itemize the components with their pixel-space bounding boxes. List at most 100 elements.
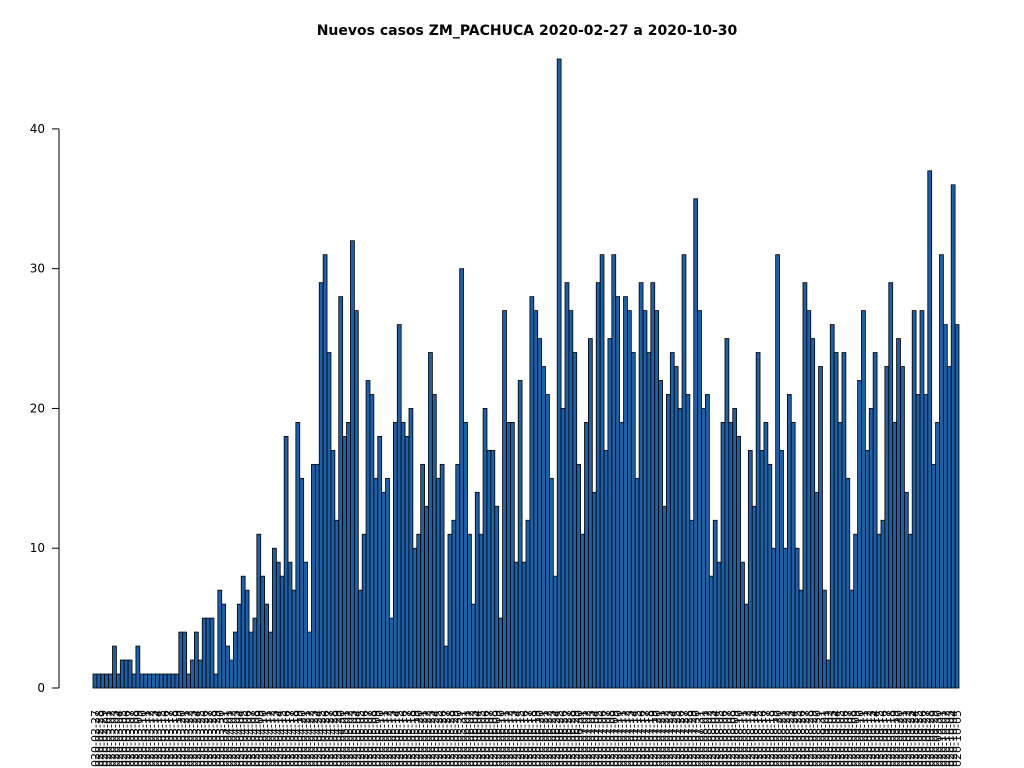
bar — [868, 408, 874, 689]
bar — [935, 422, 940, 689]
x-tick-label: 2020-07-18 — [643, 710, 656, 768]
bar — [853, 533, 858, 689]
bar — [272, 547, 277, 689]
x-tick-label: 2020-09-18 — [885, 710, 898, 768]
bar — [131, 673, 137, 689]
x-tick-label: 2020-05-06 — [358, 710, 371, 768]
x-tick-label: 2020-03-20 — [175, 710, 188, 768]
bar — [182, 631, 188, 689]
x-tick-label: 2020-07-01 — [577, 710, 590, 768]
x-tick-label: 2020-03-01 — [101, 710, 114, 768]
x-tick-label: 2020-09-22 — [900, 710, 913, 768]
bar — [630, 352, 636, 689]
x-tick-label: 2020-07-30 — [690, 710, 703, 768]
x-tick-label: 2020-03-15 — [155, 710, 168, 768]
bar — [439, 463, 445, 689]
x-tick-label: 2020-07-10 — [612, 710, 625, 768]
x-tick-label: 2020-09-06 — [838, 710, 851, 768]
x-tick-label: 2020-09-02 — [822, 710, 835, 768]
x-tick-label: 2020-06-14 — [510, 710, 523, 768]
bar — [822, 589, 827, 689]
x-tick-label: 2020-04-24 — [311, 710, 324, 768]
x-tick-label: 2020-08-16 — [756, 710, 769, 768]
bar — [946, 366, 952, 689]
bar — [623, 296, 628, 689]
bar — [279, 575, 285, 689]
bar — [658, 380, 663, 689]
x-tick-label: 2020-07-26 — [674, 710, 687, 768]
bar — [833, 352, 839, 689]
bar — [845, 477, 851, 689]
bar — [681, 254, 687, 689]
bar — [322, 254, 328, 689]
x-tick-label: 2020-08-01 — [697, 710, 710, 768]
bar — [217, 589, 223, 689]
bar — [170, 673, 176, 689]
x-tick-label: 2020-03-07 — [124, 710, 137, 768]
bar — [139, 673, 145, 689]
x-tick-label: 2020-06-25 — [553, 710, 566, 768]
x-tick-label: 2020-05-16 — [397, 710, 410, 768]
x-tick-label: 2020-07-29 — [686, 710, 699, 768]
bar — [724, 338, 730, 689]
bar — [513, 561, 519, 689]
bar — [533, 310, 539, 689]
x-tick-label: 2020-06-09 — [491, 710, 504, 768]
x-tick-label: 2020-07-17 — [639, 710, 652, 768]
bar — [790, 422, 796, 689]
bar — [92, 673, 98, 689]
x-tick-label: 2020-06-11 — [499, 710, 512, 768]
x-tick-label: 2020-07-03 — [584, 710, 597, 768]
bar — [759, 449, 765, 689]
bar — [248, 631, 254, 689]
x-tick-label: 2020-06-01 — [460, 710, 473, 768]
x-tick-label: 2020-08-15 — [752, 710, 765, 768]
bar — [740, 561, 745, 689]
x-tick-label: 2020-03-21 — [179, 710, 192, 768]
x-tick-label: 2020-09-20 — [893, 710, 906, 768]
x-tick-label: 2020-07-15 — [631, 710, 644, 768]
bar — [810, 338, 816, 689]
x-tick-label: 2020-06-13 — [506, 710, 519, 768]
bar — [201, 617, 207, 689]
bar — [580, 533, 585, 689]
bar — [303, 561, 308, 689]
x-tick-label: 2020-03-22 — [183, 710, 196, 768]
bar — [256, 533, 262, 689]
bar — [424, 505, 429, 689]
bar — [611, 254, 617, 689]
x-tick-label: 2020-03-12 — [144, 710, 157, 768]
bar — [923, 394, 929, 689]
x-tick-label: 2020-08-25 — [791, 710, 804, 768]
bar — [373, 477, 379, 689]
bar — [708, 575, 714, 689]
x-tick-label: 2020-09-08 — [846, 710, 859, 768]
bar — [96, 673, 102, 689]
bar — [396, 324, 402, 689]
bar — [143, 673, 149, 689]
bar — [954, 324, 960, 689]
x-tick-label: 2020-03-24 — [190, 710, 203, 768]
bar — [619, 422, 624, 689]
bar — [361, 533, 367, 689]
x-tick-label: 2020-05-12 — [382, 710, 395, 768]
bar — [529, 296, 535, 689]
x-tick-label: 2020-07-22 — [658, 710, 671, 768]
x-tick-label: 2020-03-04 — [112, 710, 125, 768]
x-tick-label: 2020-09-09 — [850, 710, 863, 768]
x-tick-label: 2020-06-30 — [573, 710, 586, 768]
x-tick-label: 2020-09-28 — [924, 710, 937, 768]
x-tick-label: 2020-04-29 — [331, 710, 344, 768]
bar — [486, 449, 492, 689]
x-tick-label: 2020-04-13 — [268, 710, 281, 768]
bar — [509, 422, 515, 689]
bar — [443, 645, 449, 689]
bar — [744, 603, 749, 689]
x-tick-label: 2020-04-05 — [237, 710, 250, 768]
x-tick-label: 2020-05-21 — [417, 710, 430, 768]
bar — [467, 533, 472, 689]
x-tick-label: 2020-09-03 — [826, 710, 839, 768]
bar — [880, 519, 886, 689]
x-tick-label: 2020-06-29 — [569, 710, 582, 768]
x-tick-label: 2020-06-15 — [514, 710, 527, 768]
